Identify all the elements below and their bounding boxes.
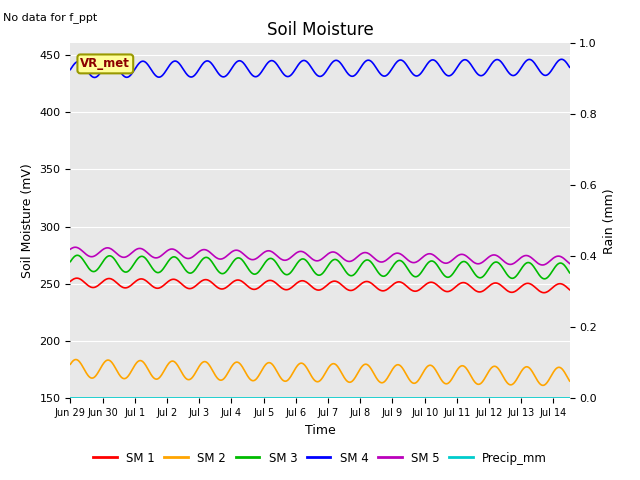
Text: No data for f_ppt: No data for f_ppt	[3, 12, 97, 23]
Legend: SM 1, SM 2, SM 3, SM 4, SM 5, Precip_mm: SM 1, SM 2, SM 3, SM 4, SM 5, Precip_mm	[88, 447, 552, 469]
X-axis label: Time: Time	[305, 424, 335, 437]
Title: Soil Moisture: Soil Moisture	[267, 21, 373, 39]
Text: VR_met: VR_met	[81, 58, 131, 71]
Y-axis label: Rain (mm): Rain (mm)	[603, 188, 616, 253]
Y-axis label: Soil Moisture (mV): Soil Moisture (mV)	[21, 163, 34, 278]
